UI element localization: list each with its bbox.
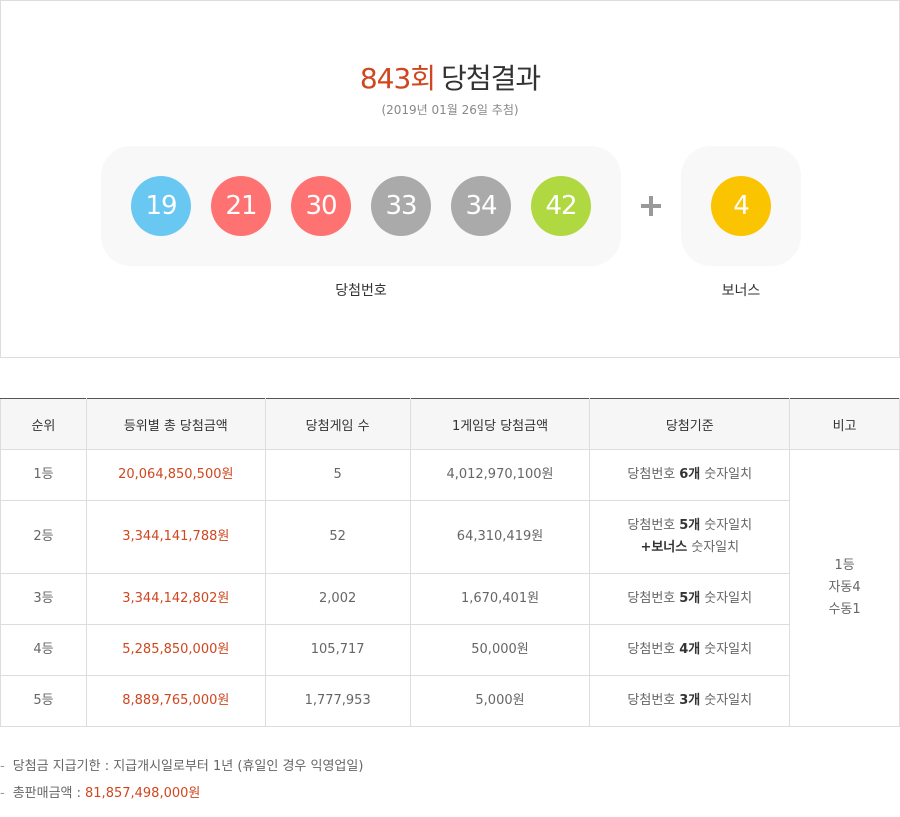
bonus-pool: 4 [681, 146, 801, 266]
numbers-label: 당첨번호 [335, 283, 387, 299]
note-line: 1등 [834, 558, 855, 573]
criteria: 당첨번호 6개 숫자일치 [589, 449, 791, 501]
winner-count: 52 [264, 500, 411, 574]
criteria-text: 숫자일치 [704, 591, 753, 606]
prize-row: 5등 8,889,765,000원 1,777,953 5,000원 당첨번호 3개 숫자일… [0, 675, 900, 727]
bonus-ball: 4 [711, 176, 771, 236]
numbers-pool: 19 21 30 33 34 42 [101, 146, 621, 266]
criteria-text: 6개 [679, 467, 701, 482]
criteria-text: 숫자일치 [704, 693, 753, 708]
criteria: 당첨번호 3개 숫자일치 [589, 675, 791, 727]
ball: 21 [211, 176, 271, 236]
per-game-prize: 1,670,401원 [409, 573, 591, 625]
criteria-text: 숫자일치 [691, 540, 740, 555]
total-prize: 8,889,765,000원 [85, 675, 266, 727]
deadline: 당첨금 지급기한 : 지급개시일로부터 1년 (휴일인 경우 익영업일) [12, 759, 364, 774]
plus-icon [641, 196, 661, 216]
rank: 5등 [0, 675, 87, 727]
criteria-line: 당첨번호 4개 숫자일치 [590, 639, 789, 661]
column-header: 당첨기준 [589, 398, 791, 450]
column-header: 당첨게임 수 [264, 398, 411, 450]
bonus-label: 보너스 [721, 283, 761, 299]
prize-row: 2등 3,344,141,788원 52 64,310,419원 당첨번호 5개 숫자일치 +… [0, 500, 900, 574]
sales-note: - 총판매금액 :81,857,498,000원 [0, 786, 201, 801]
ball: 19 [131, 176, 191, 236]
criteria-line: 당첨번호 5개 숫자일치 [590, 515, 789, 537]
criteria-text: 숫자일치 [704, 518, 753, 533]
winner-count: 1,777,953 [264, 675, 411, 727]
criteria: 당첨번호 4개 숫자일치 [589, 624, 791, 676]
per-game-prize: 5,000원 [409, 675, 591, 727]
criteria-text: 5개 [679, 518, 701, 533]
rank: 4등 [0, 624, 87, 676]
criteria-text: 숫자일치 [704, 642, 753, 657]
prize-row: 3등 3,344,142,802원 2,002 1,670,401원 당첨번호 5개 숫자일… [0, 573, 900, 625]
per-game-prize: 64,310,419원 [409, 500, 591, 574]
criteria: 당첨번호 5개 숫자일치 +보너스 숫자일치 [589, 500, 791, 574]
column-header: 비고 [789, 398, 900, 450]
round: 843회 [359, 62, 436, 95]
rank: 2등 [0, 500, 87, 574]
title: 843회 당첨결과 [1, 57, 899, 97]
criteria-line: 당첨번호 6개 숫자일치 [590, 464, 789, 486]
criteria-text: 4개 [679, 642, 701, 657]
criteria-text: 당첨번호 [627, 591, 676, 606]
criteria-text: 당첨번호 [627, 518, 676, 533]
prize-table: 순위 등위별 총 당첨금액 당첨게임 수 1게임당 당첨금액 당첨기준 비고 1등 20,0… [0, 398, 900, 727]
draw-date: (2019년 01월 26일 추첨) [381, 103, 519, 117]
deadline-note: - 당첨금 지급기한 : 지급개시일로부터 1년 (휴일인 경우 익영업일) [0, 759, 364, 774]
ball: 30 [291, 176, 351, 236]
winner-count: 105,717 [264, 624, 411, 676]
prize-row: 4등 5,285,850,000원 105,717 50,000원 당첨번호 4개 숫자일치 [0, 624, 900, 676]
note-line: 자동4 [828, 580, 861, 595]
total-prize: 20,064,850,500원 [85, 449, 266, 501]
ball: 33 [371, 176, 431, 236]
column-header: 등위별 총 당첨금액 [85, 398, 266, 450]
criteria-line: +보너스 숫자일치 [590, 537, 789, 559]
criteria-text: 당첨번호 [627, 693, 676, 708]
sales-label: 총판매금액 : [12, 786, 82, 801]
per-game-prize: 4,012,970,100원 [409, 449, 591, 501]
note-line: 수동1 [828, 602, 861, 617]
criteria-line: 당첨번호 3개 숫자일치 [590, 690, 789, 712]
ball: 42 [531, 176, 591, 236]
winner-count: 5 [264, 449, 411, 501]
criteria-text: 5개 [679, 591, 701, 606]
prize-row: 1등 20,064,850,500원 5 4,012,970,100원 당첨번호 6개 숫자… [0, 449, 900, 727]
criteria-line: 당첨번호 5개 숫자일치 [590, 588, 789, 610]
table-body: 1등 20,064,850,500원 5 4,012,970,100원 당첨번호 6개 숫자… [0, 449, 900, 727]
rank: 1등 [0, 449, 87, 501]
criteria: 당첨번호 5개 숫자일치 [589, 573, 791, 625]
per-game-prize: 50,000원 [409, 624, 591, 676]
criteria-text: 당첨번호 [627, 642, 676, 657]
winner-count: 2,002 [264, 573, 411, 625]
criteria-text: 당첨번호 [627, 467, 676, 482]
column-header: 1게임당 당첨금액 [409, 398, 591, 450]
total-prize: 5,285,850,000원 [85, 624, 266, 676]
total-prize: 3,344,142,802원 [85, 573, 266, 625]
title-text: 당첨결과 [441, 62, 541, 95]
criteria-text: 숫자일치 [704, 467, 753, 482]
sales-value: 81,857,498,000원 [85, 786, 201, 801]
total-prize: 3,344,141,788원 [85, 500, 266, 574]
column-header: 순위 [0, 398, 87, 450]
criteria-text: +보너스 [640, 540, 688, 555]
result-box: 843회 당첨결과 (2019년 01월 26일 추첨) 19 21 30 33 34 42… [0, 0, 900, 358]
header-row: 순위 등위별 총 당첨금액 당첨게임 수 1게임당 당첨금액 당첨기준 비고 [0, 398, 900, 450]
criteria-text: 3개 [679, 693, 701, 708]
ball: 34 [451, 176, 511, 236]
rank: 3등 [0, 573, 87, 625]
